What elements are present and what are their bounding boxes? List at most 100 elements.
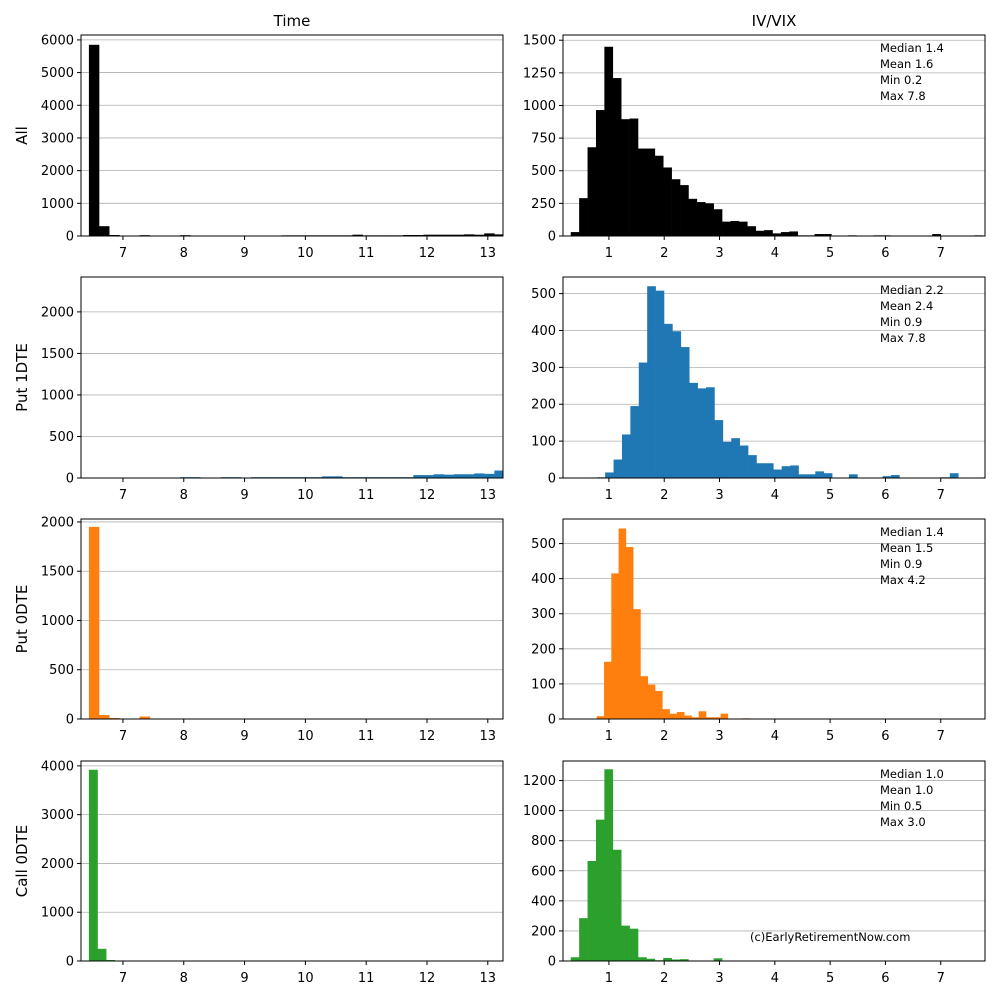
y-tick-label: 800: [531, 834, 556, 849]
stat-annotation: Median 1.4: [880, 41, 944, 55]
histogram-bar: [789, 231, 799, 236]
x-tick-label: 7: [937, 488, 945, 503]
histogram-bar: [595, 819, 605, 961]
x-tick-label: 1: [605, 729, 613, 744]
histogram-bar: [88, 769, 98, 961]
bars-put-1dte-iv-vix: [596, 286, 985, 478]
histogram-bar: [625, 547, 634, 719]
stat-annotation: Mean 1.6: [880, 57, 933, 71]
y-tick-label: 100: [531, 677, 556, 692]
x-tick-label: 10: [297, 246, 314, 261]
histogram-bar: [525, 469, 535, 478]
x-tick-label: 13: [480, 971, 497, 986]
y-tick-label: 200: [531, 642, 556, 657]
x-tick-label: 12: [419, 488, 436, 503]
y-tick-label: 500: [531, 287, 556, 302]
y-tick-label: 3000: [41, 808, 74, 823]
histogram-bar: [815, 471, 825, 478]
histogram-bar: [662, 709, 670, 719]
panel-call-0dte-iv-vix: 0 200 400 600 800 1000 1200 1 2 3 4 5 6 7 Median 1.0 Me…: [523, 760, 986, 986]
x-tick-label: 3: [715, 488, 723, 503]
axes-frame: [80, 276, 504, 479]
x-tick-label: 1: [605, 488, 613, 503]
x-tick-label: 3: [715, 246, 723, 261]
histogram-bar: [713, 958, 723, 961]
x-tick-label: 7: [119, 971, 127, 986]
row-label-all: All: [13, 126, 31, 145]
y-tick-label: 0: [548, 713, 556, 728]
stat-annotation: Min 0.2: [880, 73, 922, 87]
histogram-bar: [604, 46, 614, 236]
panel-put-1dte-iv-vix: 0 100 200 300 400 500 1 2 3 4 5 6 7 Median 2.2 Mean 2.…: [531, 276, 986, 503]
y-tick-label: 300: [531, 607, 556, 622]
histogram-bar: [637, 148, 647, 236]
y-tick-label: 0: [548, 472, 556, 487]
y-tick-label: 3000: [41, 131, 74, 146]
histogram-bar: [684, 715, 692, 719]
x-tick-label: 6: [881, 488, 889, 503]
histogram-bar: [932, 234, 941, 236]
histogram-bar: [629, 928, 639, 961]
x-tick-label: 7: [119, 488, 127, 503]
y-tick-label: 0: [66, 713, 74, 728]
x-tick-label: 11: [358, 246, 375, 261]
histogram-bar: [713, 717, 721, 719]
histogram-bar: [139, 716, 151, 719]
y-tick-label: 500: [49, 663, 74, 678]
stat-annotation: Max 7.8: [880, 331, 926, 345]
x-tick-label: 6: [881, 729, 889, 744]
histogram-bar: [696, 202, 706, 236]
histogram-bar: [697, 388, 707, 478]
x-tick-label: 2: [660, 971, 668, 986]
y-tick-label: 400: [531, 894, 556, 909]
histogram-bar: [352, 234, 363, 236]
histogram-bar: [484, 233, 495, 236]
histogram-bar: [680, 959, 689, 961]
bars-all-iv-vix: [570, 46, 983, 236]
x-tick-label: 2: [660, 246, 668, 261]
histogram-bar: [731, 438, 740, 478]
histogram-bar: [322, 476, 333, 478]
y-tick-label: 400: [531, 324, 556, 339]
histogram-bar: [587, 147, 597, 236]
histogram-bar: [611, 573, 619, 719]
x-tick-label: 6: [881, 971, 889, 986]
histogram-bar: [633, 609, 641, 719]
bars-call-0dte-time: [88, 769, 426, 961]
y-tick-label: 500: [49, 430, 74, 445]
histogram-bar: [764, 463, 774, 478]
histogram-bar: [790, 465, 799, 478]
column-title-time: Time: [273, 12, 311, 30]
histogram-bar: [676, 711, 685, 719]
histogram-bar: [764, 230, 773, 236]
y-tick-label: 1500: [523, 34, 556, 49]
axes-frame: [562, 276, 986, 479]
histogram-bar: [423, 234, 434, 236]
histogram-bar: [671, 959, 681, 961]
panel-put-0dte-iv-vix: 0 100 200 300 400 500 1 2 3 4 5 6 7 Median 1.4 Mean 1.…: [531, 518, 986, 744]
histogram-bar: [463, 474, 475, 478]
y-tick-label: 2000: [41, 857, 74, 872]
stat-annotation: Median 2.2: [880, 283, 944, 297]
y-tick-label: 1000: [41, 614, 74, 629]
x-tick-label: 5: [826, 729, 834, 744]
histogram-bar: [773, 469, 782, 478]
histogram-bar: [535, 458, 545, 478]
histogram-bar: [671, 179, 681, 236]
stat-annotation: Median 1.4: [880, 525, 944, 539]
histogram-bar: [565, 459, 575, 478]
x-tick-label: 7: [937, 971, 945, 986]
histogram-bar: [494, 234, 503, 236]
y-tick-label: 1500: [41, 347, 74, 362]
histogram-bar: [663, 167, 672, 236]
histogram-bar: [689, 382, 698, 478]
x-tick-label: 8: [180, 971, 188, 986]
x-tick-label: 4: [771, 729, 779, 744]
histogram-bar: [612, 78, 622, 236]
bars-call-0dte-iv-vix: [570, 769, 723, 961]
histogram-bar: [949, 473, 959, 478]
x-tick-label: 9: [240, 488, 248, 503]
x-tick-label: 9: [240, 971, 248, 986]
histogram-bar: [570, 957, 580, 961]
